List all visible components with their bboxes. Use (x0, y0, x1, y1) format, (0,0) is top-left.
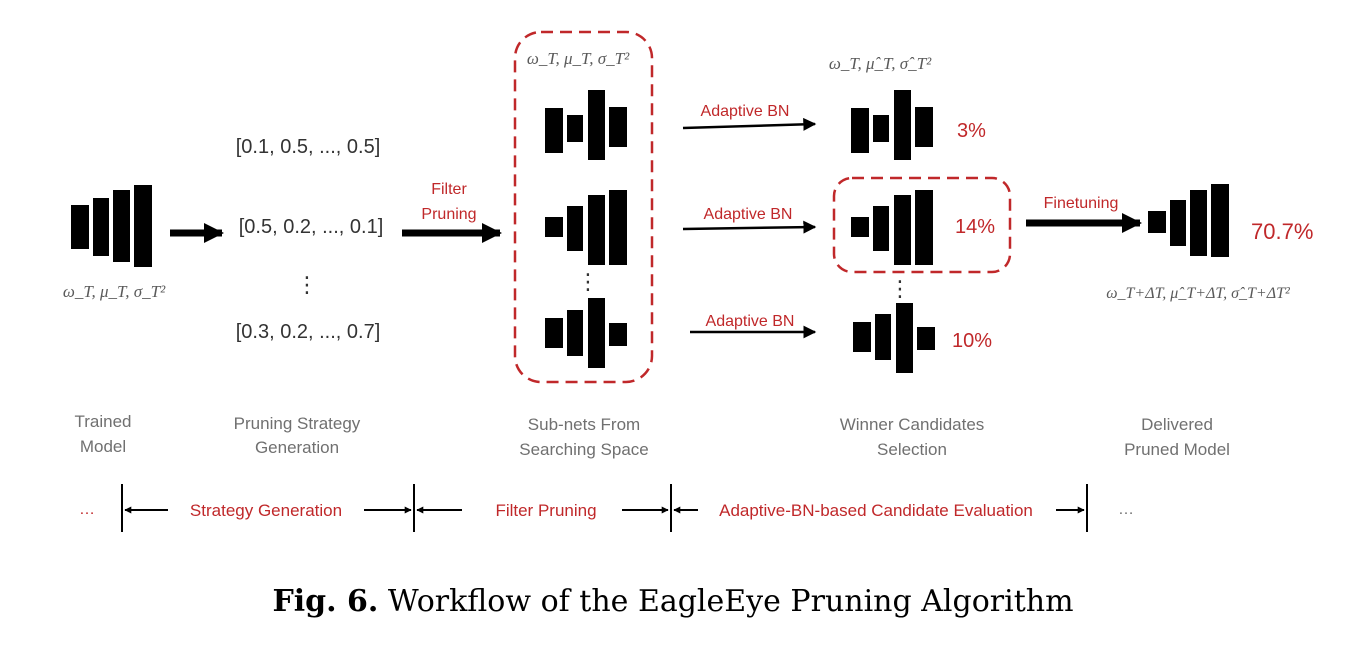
workflow-diagram: ω_T, μ_T, σ_T² [0.1, 0.5, ..., 0.5] [0.5… (63, 30, 1313, 532)
stage-subnets-line-2: Searching Space (519, 440, 648, 459)
strategy-vector-1: [0.1, 0.5, ..., 0.5] (236, 136, 381, 158)
phase-timeline: … Strategy Generation Filter Pruning Ada… (79, 484, 1134, 532)
strategy-vector-3: [0.3, 0.2, ..., 0.7] (236, 321, 381, 343)
figure-caption: Fig. 6. Workflow of the EagleEye Pruning… (0, 584, 1346, 619)
arrow-adaptive-bn-2 (682, 220, 817, 234)
caption-label: Fig. 6. (272, 584, 379, 619)
strategy-ellipsis: ⋮ (296, 272, 318, 297)
arrow-adaptive-bn-1 (682, 117, 817, 131)
stage-winner-line-2: Selection (877, 440, 947, 459)
stage-trained-line-2: Model (80, 437, 126, 456)
filter-pruning-label-2: Pruning (421, 206, 476, 223)
delivered-network-icon (1148, 184, 1229, 257)
filter-pruning-label-1: Filter (431, 181, 467, 198)
winner-highlight-box (832, 176, 1012, 274)
stage-strategy-line-1: Pruning Strategy (234, 414, 361, 433)
delivered-params: ω_T+ΔT, μ̂_T+ΔT, σ̂_T+ΔT² (1106, 285, 1291, 302)
winner-params: ω_T, μ̂_T, σ̂_T² (829, 54, 932, 73)
stage-delivered-line-1: Delivered (1141, 415, 1213, 434)
subnet-params: ω_T, μ_T, σ_T² (527, 49, 630, 68)
candidate-accuracy-3: 10% (952, 330, 992, 352)
candidate-accuracy-1: 3% (957, 120, 986, 142)
finetuning-label: Finetuning (1044, 195, 1119, 212)
candidate-ellipsis: ⋮ (889, 276, 911, 301)
subnet-network-icon-2 (545, 190, 627, 265)
stage-winner-line-1: Winner Candidates (840, 415, 985, 434)
strategy-vector-2: [0.5, 0.2, ..., 0.1] (239, 216, 384, 238)
candidate-network-icon-3 (853, 303, 935, 373)
phase-right-ellipsis: … (1118, 501, 1134, 518)
subnet-ellipsis: ⋮ (577, 269, 599, 294)
phase-candidate-evaluation: Adaptive-BN-based Candidate Evaluation (719, 501, 1033, 520)
stage-subnets-line-1: Sub-nets From (528, 415, 640, 434)
trained-model-params: ω_T, μ_T, σ_T² (63, 282, 166, 301)
subnet-network-icon-3 (545, 298, 627, 368)
candidate-network-icon-2 (851, 190, 933, 265)
adaptive-bn-label-2: Adaptive BN (704, 206, 793, 223)
delivered-accuracy: 70.7% (1251, 219, 1313, 244)
candidate-accuracy-2: 14% (955, 216, 995, 238)
phase-strategy-generation: Strategy Generation (190, 501, 342, 520)
phase-filter-pruning: Filter Pruning (495, 501, 596, 520)
search-space-box (513, 30, 654, 384)
adaptive-bn-label-1: Adaptive BN (701, 103, 790, 120)
stage-delivered-line-2: Pruned Model (1124, 440, 1230, 459)
caption-text: Workflow of the EagleEye Pruning Algorit… (387, 584, 1074, 619)
trained-model-network-icon (71, 185, 152, 267)
subnet-network-icon-1 (545, 90, 627, 160)
stage-strategy-line-2: Generation (255, 438, 339, 457)
candidate-network-icon-1 (851, 90, 933, 160)
stage-trained-line-1: Trained (74, 412, 131, 431)
adaptive-bn-label-3: Adaptive BN (706, 313, 795, 330)
phase-left-ellipsis: … (79, 501, 95, 518)
